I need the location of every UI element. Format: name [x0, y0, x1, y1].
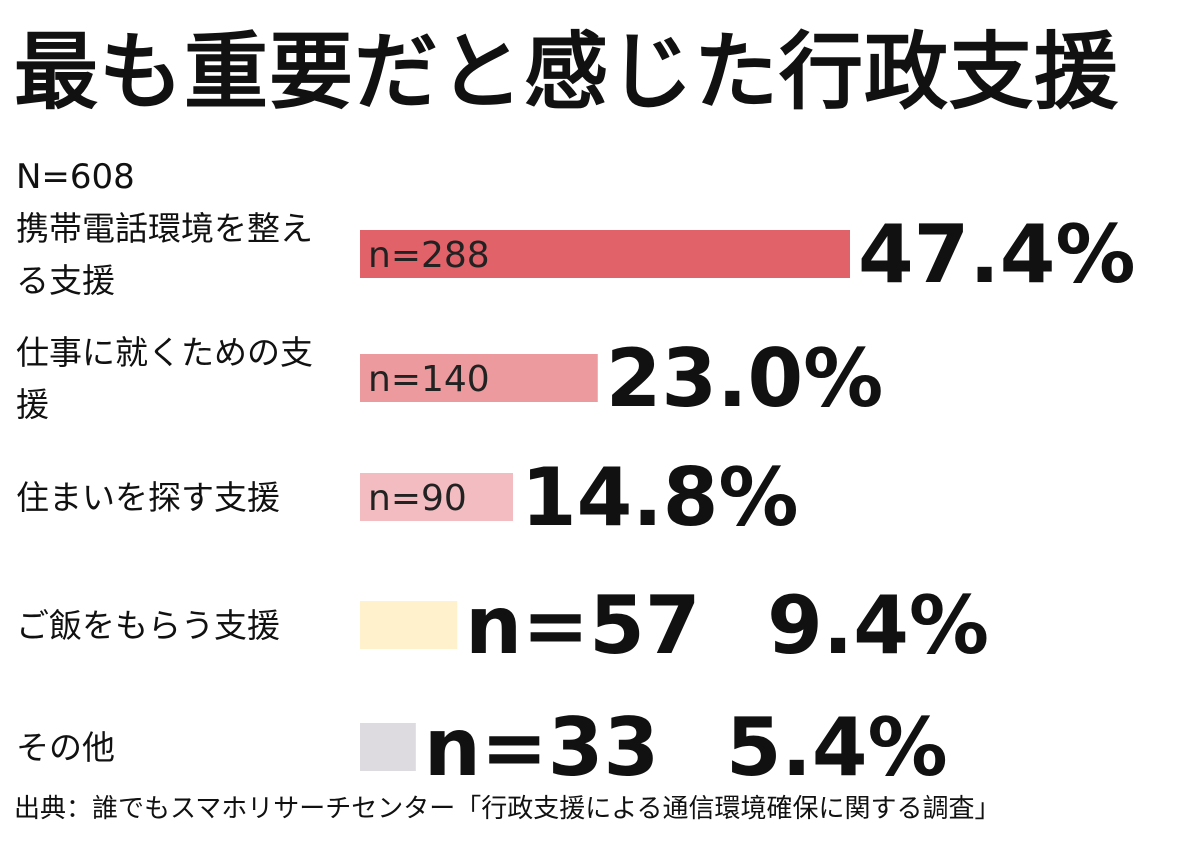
bar	[360, 473, 513, 521]
bar	[360, 723, 416, 771]
sample-size-label: N=608	[16, 157, 135, 197]
bar	[360, 354, 598, 402]
category-label: 援	[16, 385, 49, 424]
bar	[360, 230, 850, 278]
category-label: その他	[16, 728, 115, 767]
value-label: 5.4%	[726, 701, 948, 794]
category-label: 仕事に就くための支	[16, 333, 313, 372]
bar-count-label: n=288	[368, 235, 490, 276]
chart-title: 最も重要だと感じた行政支援	[14, 23, 1120, 121]
bar-count-label: n=57	[465, 579, 700, 672]
category-label: ご飯をもらう支援	[16, 606, 280, 645]
category-label: 携帯電話環境を整え	[16, 209, 313, 248]
bar	[360, 601, 458, 649]
value-label: 23.0%	[606, 332, 884, 425]
bar-count-label: n=90	[368, 478, 467, 519]
source-note: 出典：誰でもスマホリサーチセンター「行政支援による通信環境確保に関する調査」	[14, 794, 1001, 824]
value-label: 9.4%	[767, 579, 989, 672]
bar-count-label: n=140	[368, 359, 490, 400]
value-label: 47.4%	[858, 208, 1136, 301]
value-label: 14.8%	[521, 451, 799, 544]
category-label: 住まいを探す支援	[16, 478, 280, 517]
bar-count-label: n=33	[424, 701, 659, 794]
category-label: る支援	[16, 261, 115, 300]
